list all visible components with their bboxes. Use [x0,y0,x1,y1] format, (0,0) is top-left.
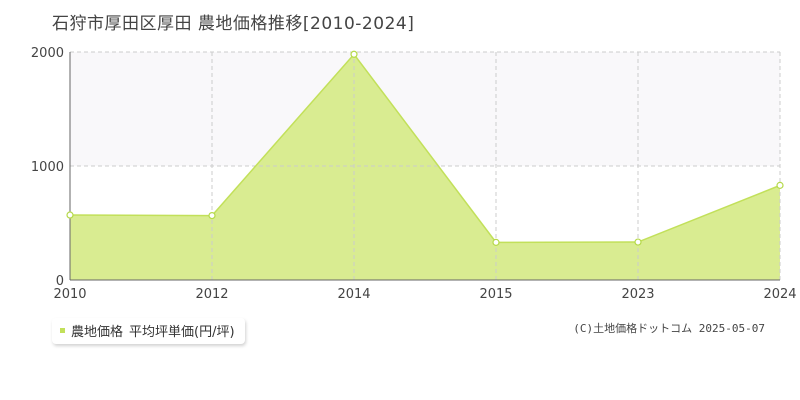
data-point [776,181,784,189]
series-area [70,54,780,280]
data-point [350,50,358,58]
legend-swatch-icon [60,328,65,333]
y-tick-label: 2000 [31,46,64,61]
legend-series-label: 農地価格 [71,325,124,340]
data-point [492,238,500,246]
x-tick-label: 2023 [621,287,654,302]
chart-title: 石狩市厚田区厚田 農地価格推移[2010-2024] [52,14,415,34]
x-tick-label: 2015 [479,287,512,302]
data-point [634,238,642,246]
x-tick-label: 2024 [763,287,796,302]
x-tick-label: 2014 [337,287,370,302]
data-point [208,211,216,220]
chart-legend: 農地価格 平均坪単価(円/坪) [52,318,245,344]
copyright-text: (C)土地価格ドットコム 2025-05-07 [573,322,765,335]
x-tick-label: 2010 [53,287,86,302]
series-line [69,53,781,244]
y-tick-label: 1000 [31,160,64,175]
plot-band [70,52,780,166]
legend-unit-label: 平均坪単価(円/坪) [129,325,235,340]
x-tick-label: 2012 [195,287,228,302]
y-tick-label: 0 [56,274,64,289]
data-point [66,211,74,219]
